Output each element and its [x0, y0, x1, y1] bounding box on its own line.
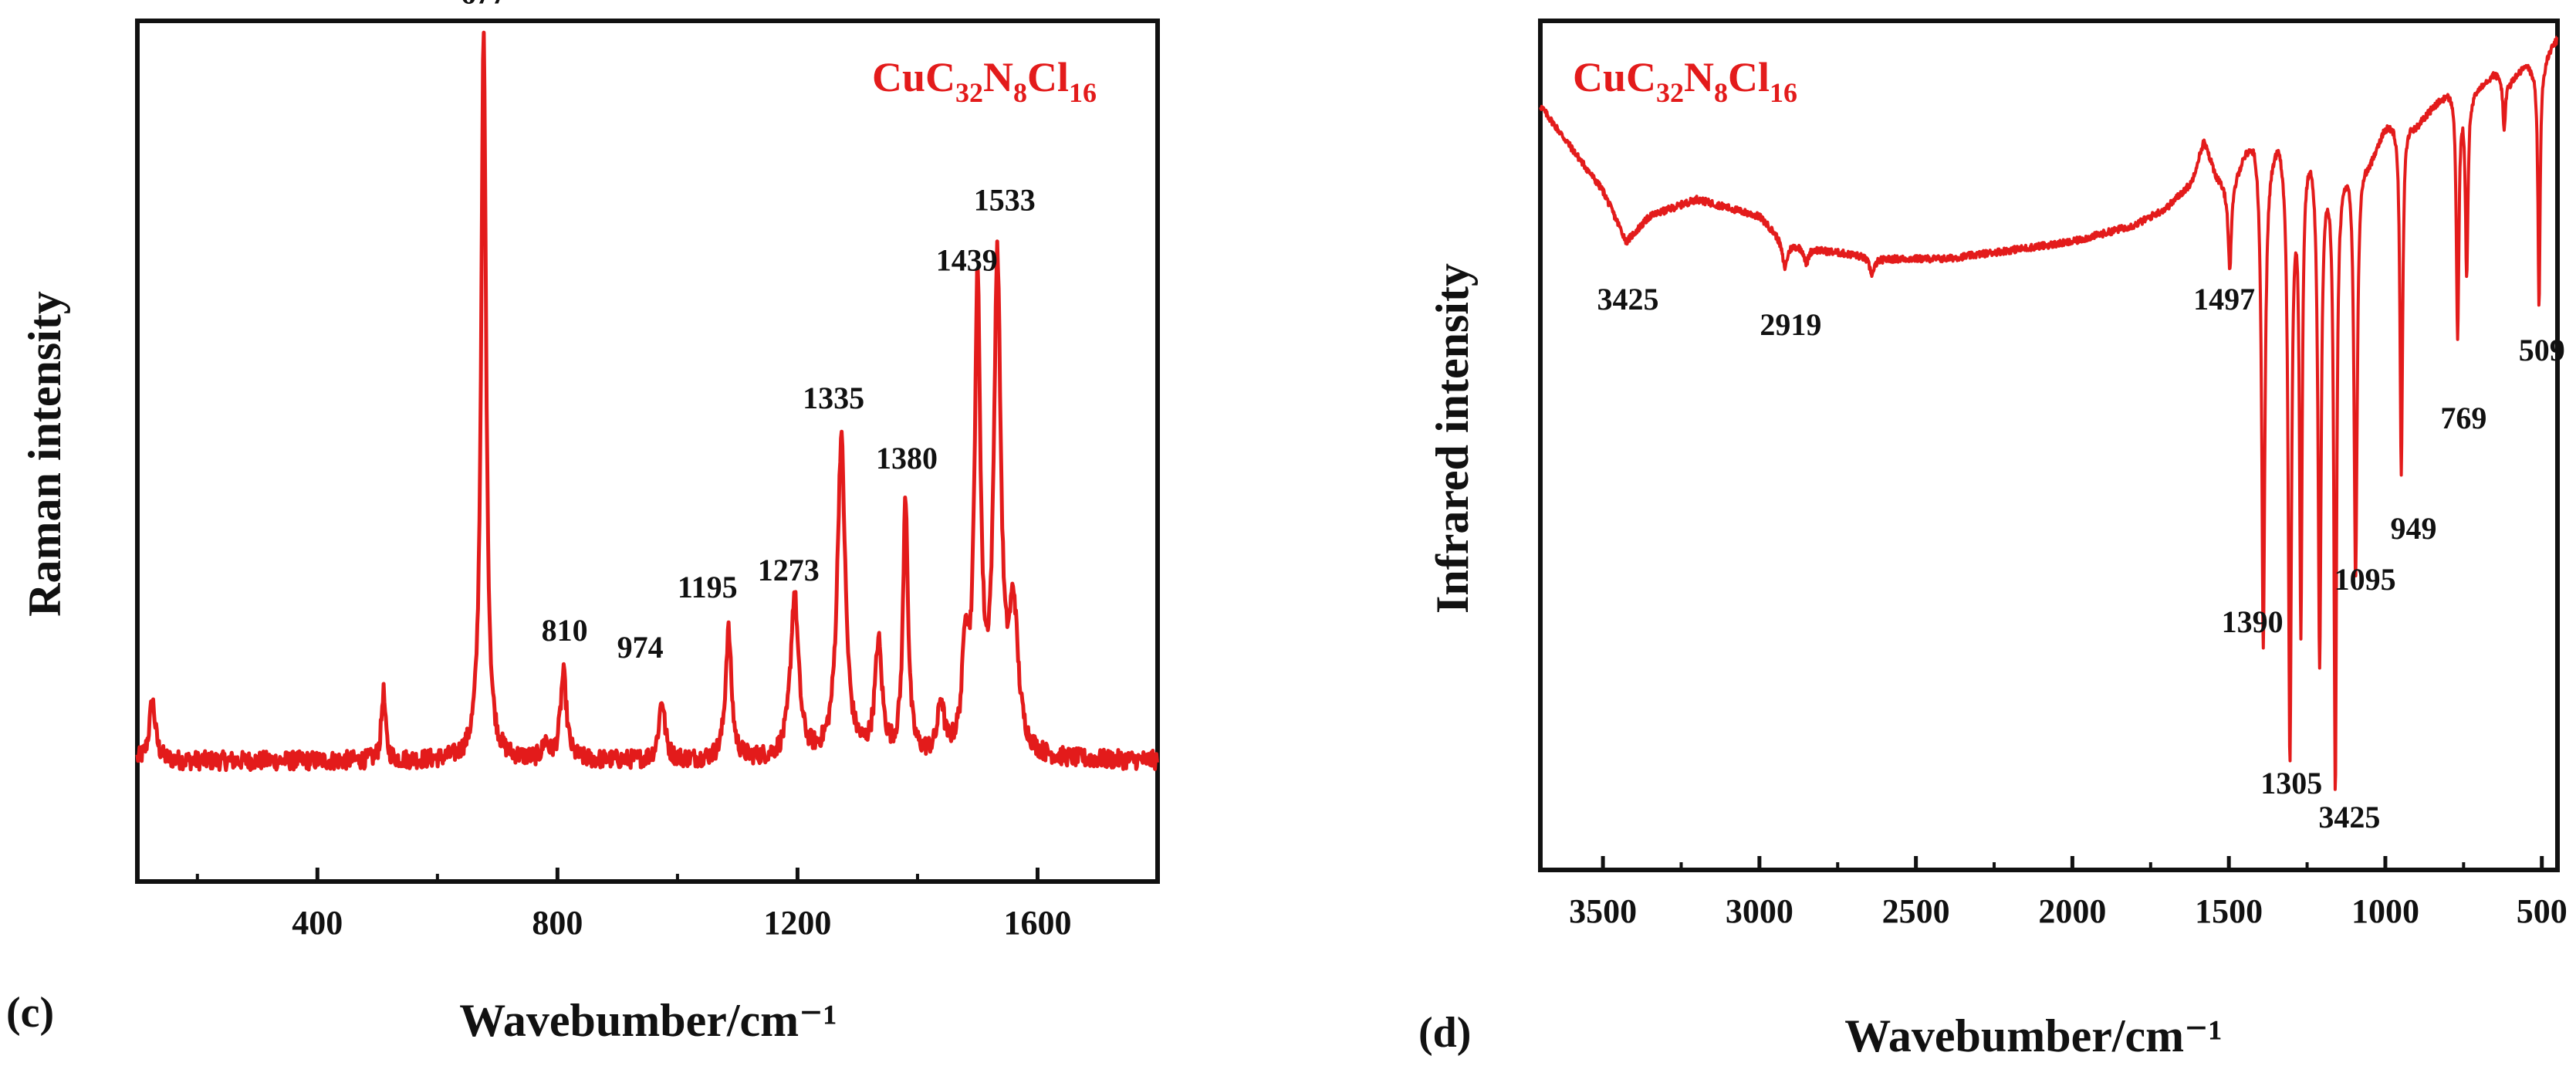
ir-x-tick-label: 3000 [1726, 892, 1793, 930]
panel-c-tag: (c) [6, 989, 54, 1037]
raman-peak-label: 810 [542, 613, 588, 648]
raman-x-ticks: 400 800 1200 1600 [195, 868, 1159, 942]
ir-peak-label: 949 [2390, 511, 2436, 546]
raman-x-tick-label: 1600 [1003, 904, 1071, 942]
raman-peak-label: 1335 [803, 381, 864, 415]
ir-y-axis-title: Infrared intensity [1427, 263, 1478, 614]
ir-x-tick-label: 1000 [2351, 892, 2419, 930]
formula-sub3: 16 [1770, 77, 1797, 108]
ir-formula-label: CuC32N8Cl16 [1573, 54, 1797, 108]
raman-x-tick-label: 1200 [763, 904, 831, 942]
ir-peak-label: 1390 [2222, 604, 2284, 639]
raman-peak-label: 1195 [678, 570, 738, 604]
formula-sub1: 32 [955, 77, 983, 108]
ir-x-ticks: 3500 3000 2500 2000 1500 1000 500 [1569, 856, 2568, 930]
formula-base3: Cl [1027, 54, 1069, 100]
raman-formula-label: CuC32N8Cl16 [872, 54, 1097, 108]
formula-sub2: 8 [1714, 77, 1728, 108]
ir-peak-label: 509 [2519, 333, 2565, 367]
raman-chart: 400 800 1200 1600 677 810 974 1195 1273 1335 1380… [6, 0, 1160, 1046]
raman-spectrum-line [135, 30, 1159, 773]
ir-x-tick-label: 500 [2517, 892, 2568, 930]
raman-peak-label: 974 [617, 630, 664, 665]
raman-peak-label: 1533 [974, 182, 1036, 217]
ir-x-tick-label: 2000 [2038, 892, 2106, 930]
ir-peak-label: 1497 [2193, 282, 2255, 316]
raman-x-axis-title: Wavebumber/cm⁻¹ [459, 995, 837, 1046]
ir-peak-label: 3425 [2318, 800, 2380, 834]
ir-spectrum-line [1539, 36, 2558, 791]
raman-peak-label: 1439 [936, 242, 998, 277]
formula-base2: N [1684, 54, 1714, 100]
panel-d-tag: (d) [1418, 1009, 1471, 1057]
formula-base2: N [983, 54, 1013, 100]
raman-x-tick-label: 400 [292, 904, 343, 942]
ir-x-tick-label: 3500 [1569, 892, 1637, 930]
ir-peak-label: 1305 [2260, 766, 2322, 800]
formula-sub3: 16 [1069, 77, 1097, 108]
ir-x-tick-label: 1500 [2195, 892, 2263, 930]
ir-peak-label: 3425 [1597, 282, 1659, 316]
formula-sub1: 32 [1656, 77, 1684, 108]
raman-plot-frame [135, 19, 1160, 884]
ir-peak-label: 2919 [1760, 307, 1821, 342]
ir-x-tick-label: 2500 [1882, 892, 1950, 930]
ir-peak-label: 769 [2440, 401, 2486, 435]
formula-base3: Cl [1728, 54, 1770, 100]
ir-chart: 3500 3000 2500 2000 1500 1000 500 3425 2919 1497… [1418, 19, 2568, 1061]
ir-peak-label: 1095 [2334, 562, 2396, 597]
raman-peak-label: 1273 [758, 553, 820, 587]
raman-x-tick-label: 800 [532, 904, 583, 942]
raman-peak-label: 1380 [876, 441, 938, 475]
formula-base1: CuC [1573, 54, 1656, 100]
raman-y-axis-title: Raman intensity [19, 291, 70, 617]
formula-base1: CuC [872, 54, 955, 100]
formula-sub2: 8 [1013, 77, 1027, 108]
ir-plot-frame [1538, 19, 2560, 872]
raman-peak-labels: 677 810 974 1195 1273 1335 1380 1439 1533 [461, 0, 1036, 665]
raman-peak-label: 677 [461, 0, 507, 11]
ir-x-axis-title: Wavebumber/cm⁻¹ [1844, 1010, 2223, 1061]
